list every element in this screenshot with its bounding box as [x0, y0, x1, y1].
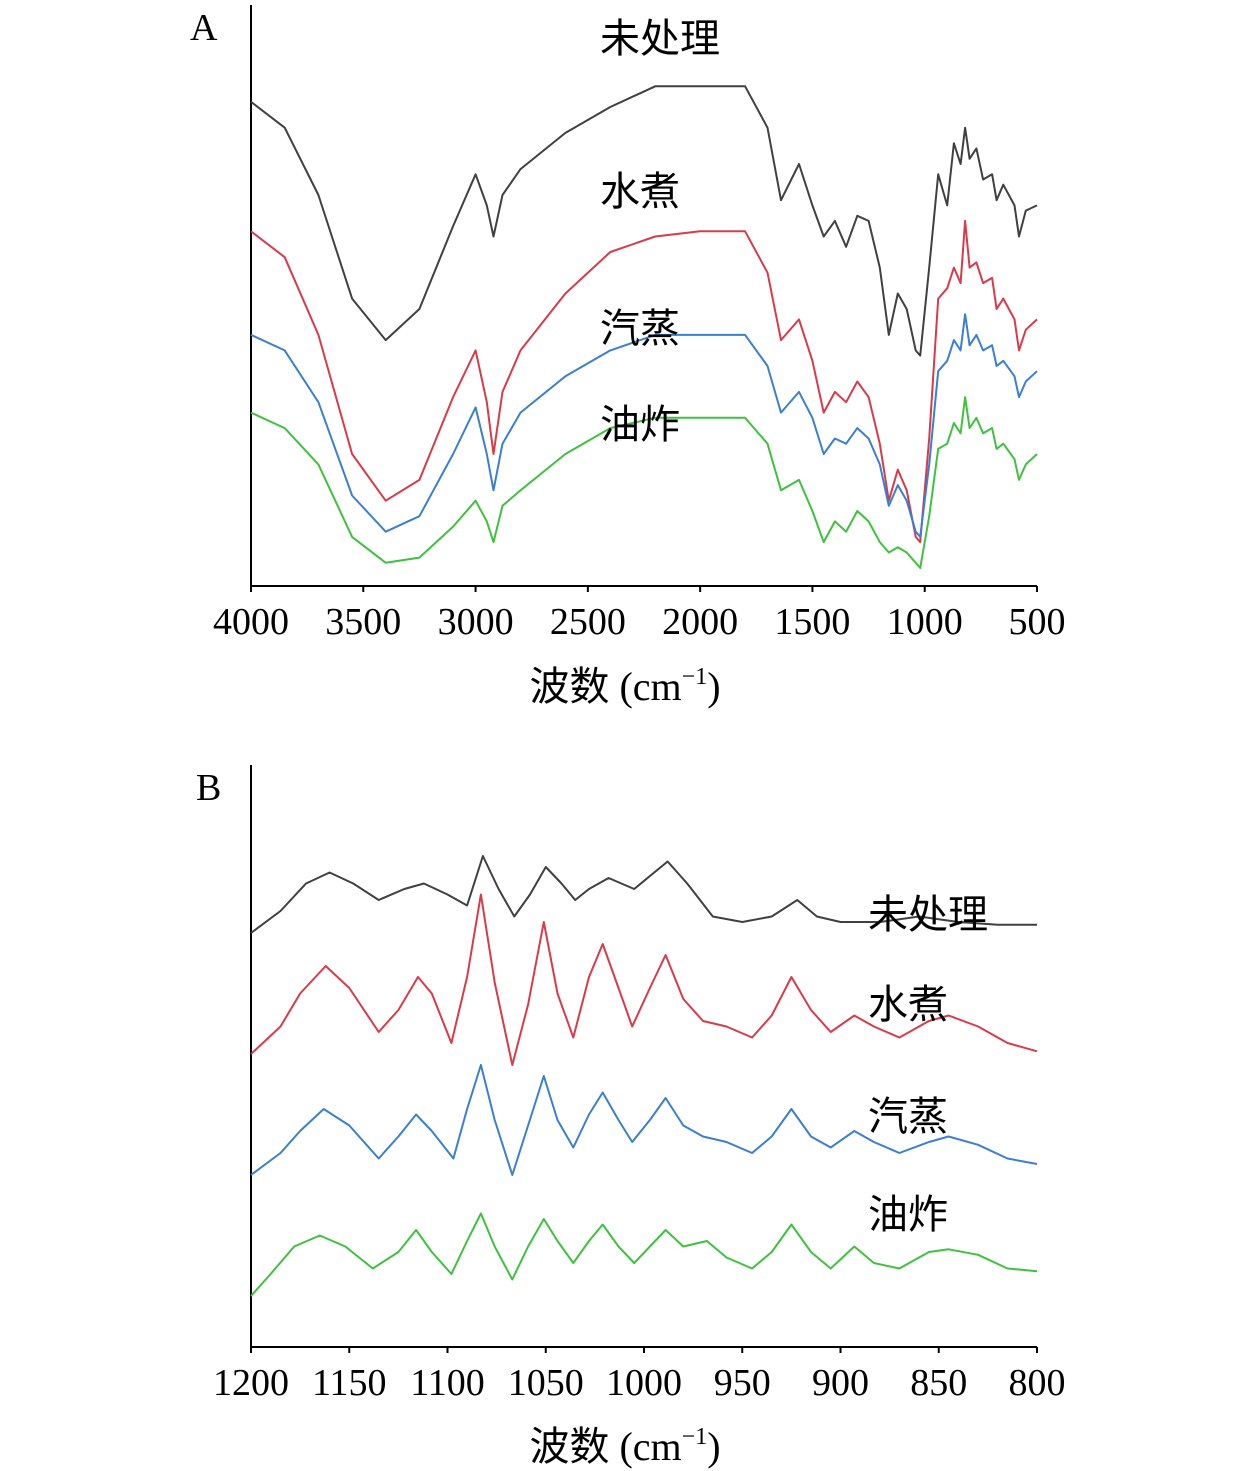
x-tick-label: 1200	[213, 1362, 289, 1404]
series-label-2: 水煮	[868, 982, 948, 1027]
x-axis-title: 波数 (cm−1)	[529, 1424, 720, 1469]
series-label-1: 未处理	[868, 892, 988, 937]
x-axis-title: 波数 (cm−1)	[529, 664, 720, 709]
x-tick-label: 500	[1009, 601, 1066, 643]
series-label-3: 汽蒸	[600, 306, 680, 351]
x-tick-label: 800	[1009, 1362, 1066, 1404]
x-axis-title-superscript: −1	[682, 664, 708, 690]
x-tick-label: 900	[812, 1362, 869, 1404]
chart-panel-b: 1200 1150 1100 1050 1000 950 900 850 800 波数 (cm−1…	[213, 765, 1066, 1469]
x-axis-title-suffix: )	[707, 664, 720, 709]
x-tick-label: 850	[910, 1362, 967, 1404]
x-tick-label: 2000	[662, 601, 738, 643]
x-tick-label: 950	[714, 1362, 771, 1404]
series-label-2: 水煮	[600, 169, 680, 214]
series-label-4: 油炸	[868, 1192, 948, 1237]
panel-letter-a: A	[190, 7, 218, 49]
x-tick-label: 1150	[312, 1362, 387, 1404]
x-tick-label: 1100	[410, 1362, 485, 1404]
series-line-3	[250, 313, 1038, 538]
series-line-2	[250, 893, 1038, 1066]
x-tick-label: 1500	[774, 601, 850, 643]
series-line-1	[250, 85, 1038, 357]
series-line-4	[250, 396, 1038, 569]
x-axis-title-suffix: )	[707, 1424, 720, 1469]
x-tick-label: 4000	[213, 601, 289, 643]
series-line-4	[250, 1212, 1038, 1297]
series-label-1: 未处理	[600, 16, 720, 61]
x-tick-label: 3000	[438, 601, 514, 643]
series-line-1	[250, 855, 1037, 934]
series-label-3: 汽蒸	[868, 1094, 948, 1139]
panel-letter-b: B	[196, 767, 221, 809]
x-tick-label: 1000	[887, 601, 963, 643]
chart-panel-a: 4000 3500 3000 2500 2000 1500 1000 500 波数 (cm−1)…	[213, 5, 1066, 709]
x-tick-label: 1050	[508, 1362, 584, 1404]
x-tick-label: 2500	[550, 601, 626, 643]
x-tick-label: 1000	[606, 1362, 682, 1404]
x-tick-label: 3500	[325, 601, 401, 643]
series-label-4: 油炸	[600, 402, 680, 447]
series-line-3	[250, 1064, 1038, 1176]
series-line-2	[250, 219, 1038, 544]
x-axis-title-superscript: −1	[682, 1424, 708, 1450]
